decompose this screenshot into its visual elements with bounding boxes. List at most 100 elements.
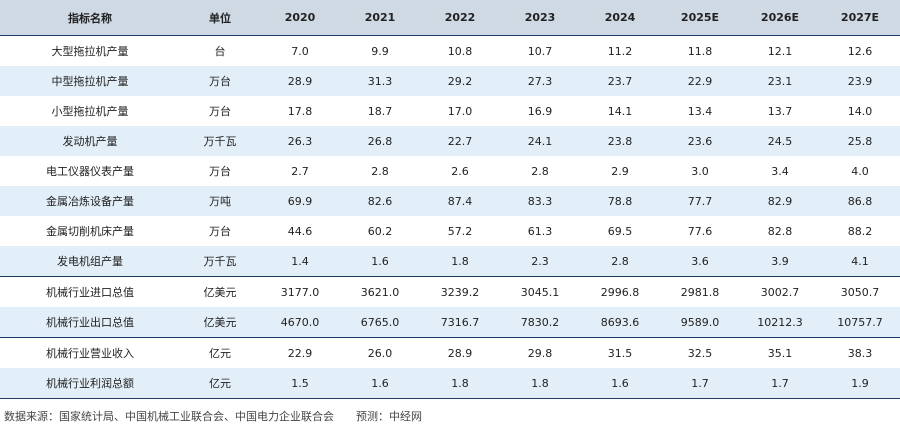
row-indicator-name: 大型拖拉机产量	[51, 45, 129, 58]
header-unit: 单位	[180, 0, 260, 36]
row-value-cell: 1.8	[500, 368, 580, 399]
table-row: 中型拖拉机产量 万台 28.9 31.3 29.2 27.3 23.7 22.9 23.1 23.…	[0, 66, 900, 96]
source-note: 数据来源：国家统计局、中国机械工业联合会、中国电力企业联合会	[4, 410, 334, 423]
row-value-cell: 31.3	[340, 66, 420, 96]
table-row: 机械行业营业收入 亿元 22.9 26.0 28.9 29.8 31.5 32.5 35.1 38…	[0, 337, 900, 368]
row-value-cell: 32.5	[660, 337, 740, 368]
row-value-cell: 88.2	[847, 224, 873, 238]
row-value-cell: 11.8	[687, 44, 713, 58]
row-value-cell: 10212.3	[740, 307, 820, 338]
table-body: 大型拖拉机产量 台 7.0 9.9 10.8 10.7 11.2 11.8 12.1 12.6 中型…	[0, 36, 900, 399]
row-value-cell: 3.9	[740, 246, 820, 277]
row-value-cell: 2996.8	[580, 276, 660, 307]
row-value-cell: 2981.8	[660, 276, 740, 307]
row-value-cell: 22.7	[420, 126, 500, 156]
row-value-cell: 82.6	[340, 186, 420, 216]
header-indicator-name: 指标名称	[0, 0, 180, 36]
row-value-cell: 1.5	[260, 368, 340, 399]
row-value-cell: 1.7	[660, 368, 740, 399]
table-row: 电工仪器仪表产量 万台 2.7 2.8 2.6 2.8 2.9 3.0 3.4 4.0	[0, 156, 900, 186]
table-row: 发电机组产量 万千瓦 1.4 1.6 1.8 2.3 2.8 3.6 3.9 4.1	[0, 246, 900, 277]
row-value-cell: 87.4	[420, 186, 500, 216]
row-value-cell: 3050.7	[820, 276, 900, 307]
table-row: 发动机产量 万千瓦 26.3 26.8 22.7 24.1 23.8 23.6 24.5 25.8	[0, 126, 900, 156]
row-indicator-name: 金属冶炼设备产量	[0, 186, 180, 216]
row-unit: 万千瓦	[180, 126, 260, 156]
row-value-cell: 6765.0	[340, 307, 420, 338]
row-value-cell: 1.6	[580, 368, 660, 399]
row-indicator-name: 中型拖拉机产量	[0, 66, 180, 96]
row-value-cell: 12.1	[767, 44, 793, 58]
table-row: 大型拖拉机产量 台 7.0 9.9 10.8 10.7 11.2 11.8 12.1 12.6	[0, 36, 900, 67]
row-value-cell: 31.5	[580, 337, 660, 368]
row-value-cell: 78.8	[580, 186, 660, 216]
row-value-cell: 18.7	[367, 104, 393, 118]
row-value-cell: 23.1	[740, 66, 820, 96]
row-value-cell: 4670.0	[260, 307, 340, 338]
row-unit: 万台	[209, 165, 231, 178]
row-value-cell: 3.6	[660, 246, 740, 277]
row-value-cell: 1.6	[340, 368, 420, 399]
row-indicator-name: 机械行业利润总额	[0, 368, 180, 399]
row-value-cell: 14.1	[607, 104, 633, 118]
row-indicator-name: 电工仪器仪表产量	[46, 165, 134, 178]
row-unit: 万台	[180, 66, 260, 96]
table-row: 金属切削机床产量 万台 44.6 60.2 57.2 61.3 69.5 77.6 82.8 88…	[0, 216, 900, 246]
footer-note: 数据来源：国家统计局、中国机械工业联合会、中国电力企业联合会 预测：中经网	[4, 408, 422, 424]
table-row: 金属冶炼设备产量 万吨 69.9 82.6 87.4 83.3 78.8 77.7 82.9 86…	[0, 186, 900, 216]
row-value-cell: 82.9	[740, 186, 820, 216]
table-row: 机械行业进口总值 亿美元 3177.0 3621.0 3239.2 3045.1 2996.…	[0, 276, 900, 307]
row-indicator-name: 金属切削机床产量	[46, 225, 134, 238]
row-value-cell: 61.3	[527, 224, 553, 238]
row-value-cell: 14.0	[847, 104, 873, 118]
row-unit: 亿元	[180, 368, 260, 399]
table-row: 小型拖拉机产量 万台 17.8 18.7 17.0 16.9 14.1 13.4 13.7 14.…	[0, 96, 900, 126]
row-value-cell: 25.8	[820, 126, 900, 156]
row-value-cell: 17.8	[287, 104, 313, 118]
row-value-cell: 82.8	[767, 224, 793, 238]
row-value-cell: 29.2	[420, 66, 500, 96]
row-value-cell: 86.8	[820, 186, 900, 216]
row-value-cell: 2.9	[611, 164, 629, 178]
row-value-cell: 7830.2	[500, 307, 580, 338]
row-value-cell: 2.8	[371, 164, 389, 178]
row-unit: 亿美元	[180, 276, 260, 307]
row-value-cell: 7.0	[291, 44, 309, 58]
row-unit: 万千瓦	[180, 246, 260, 277]
row-value-cell: 1.8	[420, 246, 500, 277]
row-value-cell: 2.3	[500, 246, 580, 277]
row-value-cell: 3239.2	[420, 276, 500, 307]
row-unit: 亿美元	[180, 307, 260, 338]
row-value-cell: 8693.6	[580, 307, 660, 338]
row-value-cell: 17.0	[447, 104, 473, 118]
row-value-cell: 28.9	[260, 66, 340, 96]
row-value-cell: 24.5	[740, 126, 820, 156]
row-value-cell: 13.4	[687, 104, 713, 118]
row-value-cell: 69.5	[607, 224, 633, 238]
row-value-cell: 3.4	[771, 164, 789, 178]
row-value-cell: 4.0	[851, 164, 869, 178]
row-value-cell: 83.3	[500, 186, 580, 216]
row-value-cell: 12.6	[847, 44, 873, 58]
table-row: 机械行业出口总值 亿美元 4670.0 6765.0 7316.7 7830.2 8693.…	[0, 307, 900, 338]
row-indicator-name: 小型拖拉机产量	[51, 105, 129, 118]
row-unit: 万台	[209, 105, 231, 118]
row-value-cell: 2.8	[580, 246, 660, 277]
header-year-2021: 2021	[340, 0, 420, 36]
row-value-cell: 1.4	[260, 246, 340, 277]
row-value-cell: 7316.7	[420, 307, 500, 338]
row-value-cell: 2.8	[531, 164, 549, 178]
header-year-2023: 2023	[500, 0, 580, 36]
row-value-cell: 3.0	[691, 164, 709, 178]
row-unit: 万吨	[180, 186, 260, 216]
row-value-cell: 3177.0	[260, 276, 340, 307]
row-value-cell: 26.3	[260, 126, 340, 156]
row-indicator-name: 发电机组产量	[0, 246, 180, 277]
row-value-cell: 13.7	[767, 104, 793, 118]
row-value-cell: 26.8	[340, 126, 420, 156]
row-value-cell: 29.8	[500, 337, 580, 368]
header-year-2020: 2020	[260, 0, 340, 36]
row-value-cell: 23.6	[660, 126, 740, 156]
row-value-cell: 77.7	[660, 186, 740, 216]
